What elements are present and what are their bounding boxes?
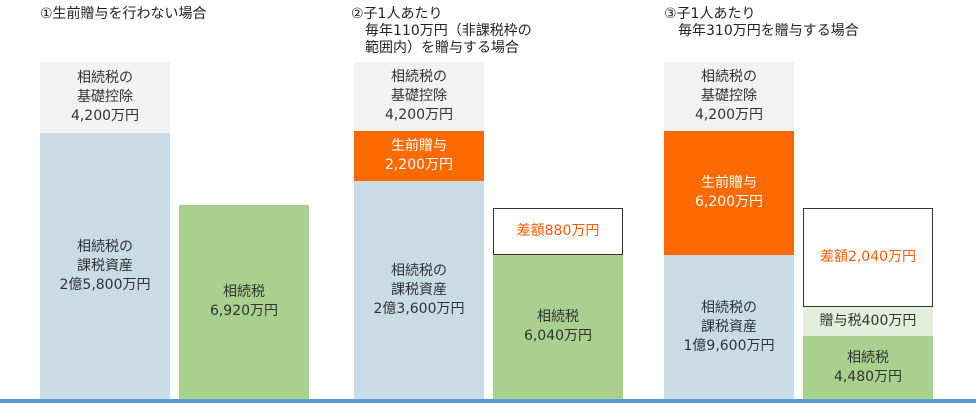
scenario-3-taxable-assets-block: 相続税の 課税資産 1億9,600万円 — [664, 255, 794, 399]
exemption-line-2: 基礎控除 — [77, 89, 133, 105]
inheritance-tax-amount: 6,040万円 — [523, 328, 593, 344]
exemption-line-2: 基礎控除 — [701, 88, 757, 104]
scenario-1-taxable-assets-block: 相続税の 課税資産 2億5,800万円 — [40, 133, 170, 399]
exemption-line-2: 基礎控除 — [391, 88, 447, 104]
scenario-1-exemption-block: 相続税の 基礎控除 4,200万円 — [40, 62, 170, 133]
gift-label: 生前贈与 — [391, 138, 447, 154]
scenario-1-inheritance-tax-block: 相続税 6,920万円 — [179, 205, 309, 399]
exemption-line-1: 相続税の — [391, 69, 447, 85]
scenario-2-heading: ②子1人あたり 毎年110万円（非課税枠の 範囲内）を贈与する場合 — [351, 6, 532, 56]
taxable-assets-line-1: 相続税の — [77, 238, 133, 255]
exemption-amount: 4,200万円 — [70, 108, 140, 124]
scenario-3-heading: ③子1人あたり 毎年310万円を贈与する場合 — [664, 6, 859, 39]
taxable-assets-amount: 2億5,800万円 — [59, 276, 151, 293]
scenario-2-taxable-assets-block: 相続税の 課税資産 2億3,600万円 — [354, 181, 484, 399]
taxable-assets-amount: 2億3,600万円 — [373, 300, 465, 317]
scenario-3-inheritance-tax-block: 相続税 4,480万円 — [803, 336, 933, 399]
inheritance-tax-amount: 6,920万円 — [209, 303, 279, 319]
gift-tax-amount: 贈与税400万円 — [819, 313, 917, 329]
taxable-assets-amount: 1億9,600万円 — [683, 337, 775, 354]
scenario-3-difference-box: 差額2,040万円 — [803, 208, 933, 307]
gift-amount: 2,200万円 — [384, 157, 454, 173]
difference-amount: 差額880万円 — [516, 223, 600, 239]
exemption-amount: 4,200万円 — [384, 107, 454, 123]
scenario-3-exemption-block: 相続税の 基礎控除 4,200万円 — [664, 62, 794, 131]
baseline-axis — [0, 399, 976, 403]
difference-amount: 差額2,040万円 — [819, 249, 917, 265]
scenario-2-inheritance-tax-block: 相続税 6,040万円 — [493, 255, 623, 399]
scenario-2-gift-block: 生前贈与 2,200万円 — [354, 131, 484, 181]
taxable-assets-line-2: 課税資産 — [391, 281, 447, 298]
scenario-3-gift-block: 生前贈与 6,200万円 — [664, 131, 794, 255]
gift-amount: 6,200万円 — [694, 194, 764, 210]
scenario-3-gift-tax-block: 贈与税400万円 — [803, 307, 933, 336]
exemption-line-1: 相続税の — [77, 70, 133, 86]
exemption-line-1: 相続税の — [701, 69, 757, 85]
inheritance-tax-label: 相続税 — [223, 284, 265, 300]
inheritance-tax-label: 相続税 — [847, 349, 889, 366]
gift-label: 生前贈与 — [701, 175, 757, 191]
inheritance-tax-label: 相続税 — [537, 309, 579, 325]
scenario-2-difference-box: 差額880万円 — [493, 208, 623, 255]
scenario-2-exemption-block: 相続税の 基礎控除 4,200万円 — [354, 62, 484, 131]
scenario-1-heading: ①生前贈与を行わない場合 — [40, 6, 207, 22]
taxable-assets-line-1: 相続税の — [391, 262, 447, 279]
taxable-assets-line-2: 課税資産 — [77, 257, 133, 274]
inheritance-tax-amount: 4,480万円 — [833, 368, 903, 385]
taxable-assets-line-1: 相続税の — [701, 299, 757, 316]
taxable-assets-line-2: 課税資産 — [701, 318, 757, 335]
exemption-amount: 4,200万円 — [694, 107, 764, 123]
